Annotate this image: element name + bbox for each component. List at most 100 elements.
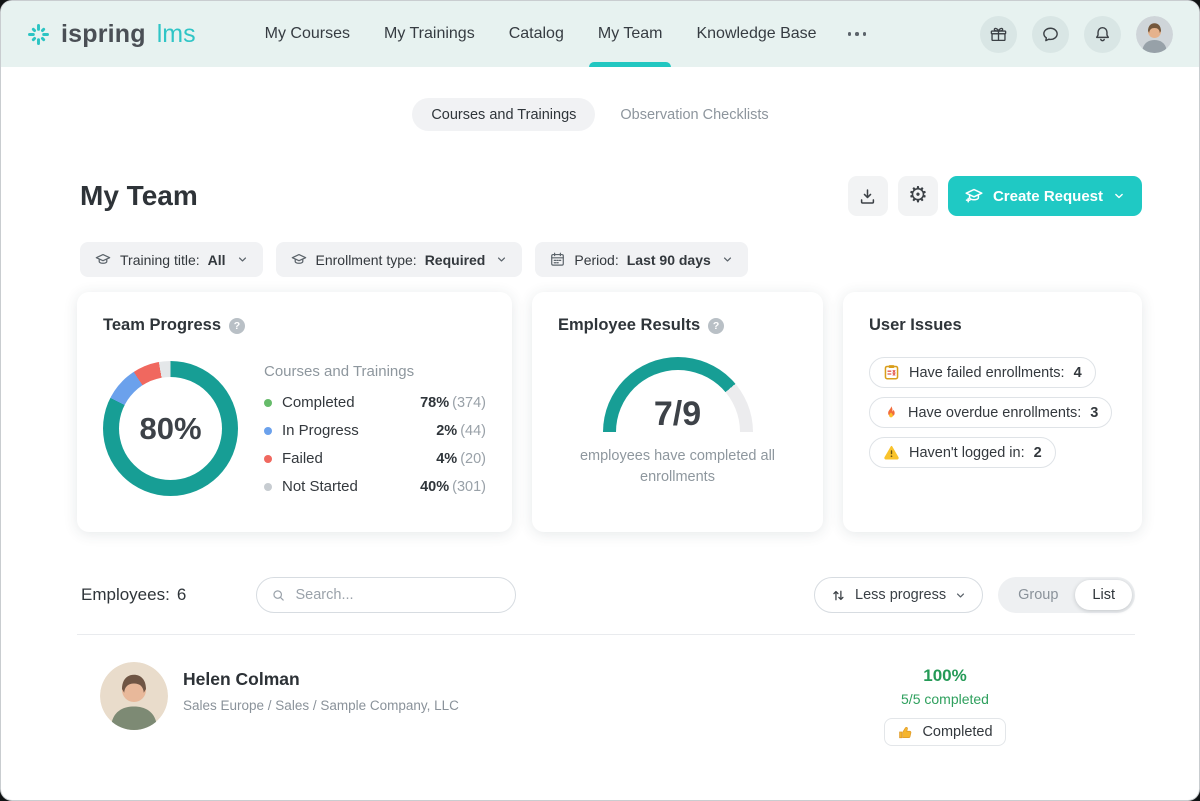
sort-arrows-icon bbox=[833, 590, 844, 600]
chevron-down-icon bbox=[498, 257, 506, 262]
failed-enrollments-icon bbox=[883, 364, 900, 381]
gauge-caption: employees have completed all enrollments bbox=[579, 448, 776, 486]
issue-count: 4 bbox=[1073, 364, 1082, 381]
issue-label: Haven't logged in: bbox=[909, 444, 1025, 461]
card-title: User Issues bbox=[869, 316, 962, 334]
create-request-button[interactable]: Create Request bbox=[947, 176, 1142, 216]
chevron-down-icon bbox=[238, 257, 246, 262]
employee-row[interactable]: Helen Colman Sales Europe / Sales / Samp… bbox=[1, 635, 1199, 746]
filter-value: Required bbox=[424, 251, 486, 268]
warning-icon bbox=[883, 444, 900, 461]
legend-row-failed: Failed 4% (20) bbox=[264, 449, 486, 468]
settings-button[interactable]: ⚙ bbox=[897, 176, 938, 216]
employee-org: Sales Europe / Sales / Sample Company, L… bbox=[183, 698, 459, 713]
issue-count: 2 bbox=[1033, 444, 1042, 461]
employee-name: Helen Colman bbox=[183, 669, 300, 689]
gauge-value: 7/9 bbox=[653, 395, 702, 433]
header-actions: ⚙ Create Request bbox=[847, 176, 1142, 216]
legend-title: Courses and Trainings bbox=[264, 363, 415, 380]
filter-label: Enrollment type: bbox=[315, 251, 417, 268]
graduation-cap-plus-icon bbox=[964, 186, 984, 206]
chat-icon[interactable] bbox=[1032, 15, 1069, 53]
legend-dot bbox=[264, 398, 272, 407]
issue-failed-enrollments[interactable]: Have failed enrollments: 4 bbox=[869, 357, 1096, 388]
employees-count: Employees: 6 bbox=[81, 585, 187, 604]
main-nav: My Courses My Trainings Catalog My Team … bbox=[248, 1, 880, 67]
filter-enrollment-type[interactable]: Enrollment type: Required bbox=[275, 242, 523, 277]
progress-percent: 100% bbox=[923, 666, 967, 685]
legend-row-completed: Completed 78% (374) bbox=[264, 393, 486, 412]
brand-logo[interactable]: ispring lms bbox=[25, 1, 196, 67]
help-icon[interactable]: ? bbox=[229, 317, 245, 334]
gift-icon[interactable] bbox=[980, 15, 1017, 53]
toggle-group[interactable]: Group bbox=[1018, 587, 1059, 603]
search-input[interactable] bbox=[295, 587, 502, 603]
user-issues-card: User Issues Have failed enrollments: 4 bbox=[843, 292, 1142, 532]
team-progress-card: Team Progress ? 80% Courses and Training… bbox=[77, 292, 512, 532]
nav-item-my-courses[interactable]: My Courses bbox=[264, 25, 350, 42]
legend-dot bbox=[264, 454, 272, 463]
calendar-icon bbox=[551, 252, 565, 266]
sort-label: Less progress bbox=[855, 587, 947, 603]
search-box[interactable] bbox=[256, 577, 517, 613]
issue-not-logged-in[interactable]: Haven't logged in: 2 bbox=[869, 437, 1056, 468]
graduation-cap-icon bbox=[95, 253, 111, 264]
filter-value: All bbox=[207, 251, 226, 268]
toggle-list[interactable]: List bbox=[1075, 580, 1132, 610]
chevron-down-icon bbox=[957, 592, 965, 598]
user-avatar[interactable] bbox=[1136, 15, 1173, 53]
filter-value: Last 90 days bbox=[626, 251, 711, 268]
tab-courses-and-trainings[interactable]: Courses and Trainings bbox=[412, 98, 596, 131]
top-nav: ispring lms My Courses My Trainings Cata… bbox=[1, 1, 1199, 67]
sort-dropdown[interactable]: Less progress bbox=[814, 577, 984, 613]
issue-overdue-enrollments[interactable]: Have overdue enrollments: 3 bbox=[869, 397, 1113, 428]
employees-toolbar: Employees: 6 Less progress Group List bbox=[1, 577, 1199, 613]
filter-training-title[interactable]: Training title: All bbox=[80, 242, 263, 277]
legend-row-not-started: Not Started 40% (301) bbox=[264, 477, 486, 496]
donut-center-value: 80% bbox=[139, 410, 202, 446]
filter-period[interactable]: Period: Last 90 days bbox=[535, 242, 748, 277]
bell-icon[interactable] bbox=[1084, 15, 1121, 53]
legend-dot bbox=[264, 482, 272, 491]
flame-icon bbox=[883, 405, 899, 421]
issue-label: Have failed enrollments: bbox=[909, 364, 1065, 381]
card-title: Team Progress bbox=[103, 316, 221, 334]
chevron-down-icon bbox=[1115, 193, 1123, 199]
page-title: My Team bbox=[80, 180, 198, 211]
divider bbox=[77, 634, 1135, 635]
more-menu-icon[interactable] bbox=[834, 1, 881, 67]
filter-bar: Training title: All Enrollment type: Req… bbox=[1, 242, 1199, 277]
nav-item-catalog[interactable]: Catalog bbox=[508, 25, 564, 42]
team-progress-donut: 80% bbox=[103, 361, 238, 496]
nav-item-knowledge-base[interactable]: Knowledge Base bbox=[696, 25, 817, 42]
employee-results-card: Employee Results ? 7/9 employees have co… bbox=[532, 292, 823, 532]
status-label: Completed bbox=[922, 724, 993, 740]
legend-row-in-progress: In Progress 2% (44) bbox=[264, 421, 486, 440]
brand-name: ispring bbox=[61, 19, 146, 48]
dashboard-cards: Team Progress ? 80% Courses and Training… bbox=[1, 292, 1199, 532]
legend-dot bbox=[264, 426, 272, 435]
download-button[interactable] bbox=[847, 176, 888, 216]
sub-tabs: Courses and Trainings Observation Checkl… bbox=[1, 98, 1199, 131]
nav-item-my-team[interactable]: My Team bbox=[581, 1, 680, 67]
donut-legend: Courses and Trainings Completed 78% (374)… bbox=[264, 361, 486, 505]
filter-label: Period: bbox=[574, 251, 619, 268]
page-header: My Team ⚙ Create Request bbox=[1, 176, 1199, 216]
brand-suffix: lms bbox=[156, 19, 196, 48]
issue-count: 3 bbox=[1090, 404, 1099, 421]
employee-results-gauge bbox=[602, 357, 753, 433]
tab-observation-checklists[interactable]: Observation Checklists bbox=[620, 106, 769, 123]
nav-item-my-trainings[interactable]: My Trainings bbox=[384, 25, 475, 42]
brand-spinner-icon bbox=[25, 21, 52, 48]
issue-label: Have overdue enrollments: bbox=[908, 404, 1082, 421]
thumbs-up-icon bbox=[897, 724, 914, 741]
create-request-label: Create Request bbox=[992, 187, 1103, 205]
help-icon[interactable]: ? bbox=[708, 317, 725, 334]
view-toggle: Group List bbox=[998, 577, 1135, 613]
status-badge: Completed bbox=[884, 718, 1006, 746]
employee-progress: 100% 5/5 completed Completed bbox=[860, 662, 1030, 746]
card-title: Employee Results bbox=[558, 316, 701, 334]
employee-avatar bbox=[100, 662, 168, 730]
employee-info: Helen Colman Sales Europe / Sales / Samp… bbox=[183, 662, 459, 713]
graduation-cap-icon bbox=[291, 253, 306, 264]
